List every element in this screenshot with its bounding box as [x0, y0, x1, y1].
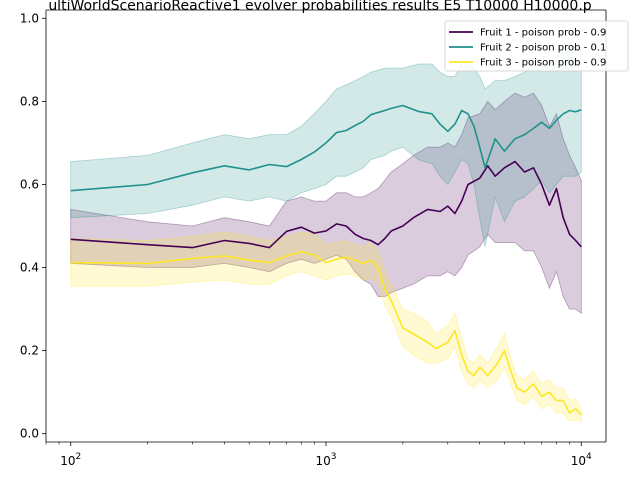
chart-title: ultiWorldScenarioReactive1 evolver proba… — [48, 0, 591, 14]
y-tick-label: 0.6 — [20, 177, 39, 191]
legend-label-2: Fruit 2 - poison prob - 0.1 — [480, 43, 606, 54]
y-tick-label: 1.0 — [20, 11, 39, 25]
legend-label-3: Fruit 3 - poison prob - 0.9 — [480, 58, 606, 69]
legend: Fruit 1 - poison prob - 0.9 Fruit 2 - poi… — [445, 21, 628, 71]
y-tick-label: 0.4 — [20, 261, 39, 275]
y-tick-label: 0.8 — [20, 94, 39, 108]
y-tick-label: 0.2 — [20, 344, 39, 358]
legend-label-1: Fruit 1 - poison prob - 0.9 — [480, 28, 606, 39]
y-tick-label: 0.0 — [20, 427, 39, 441]
